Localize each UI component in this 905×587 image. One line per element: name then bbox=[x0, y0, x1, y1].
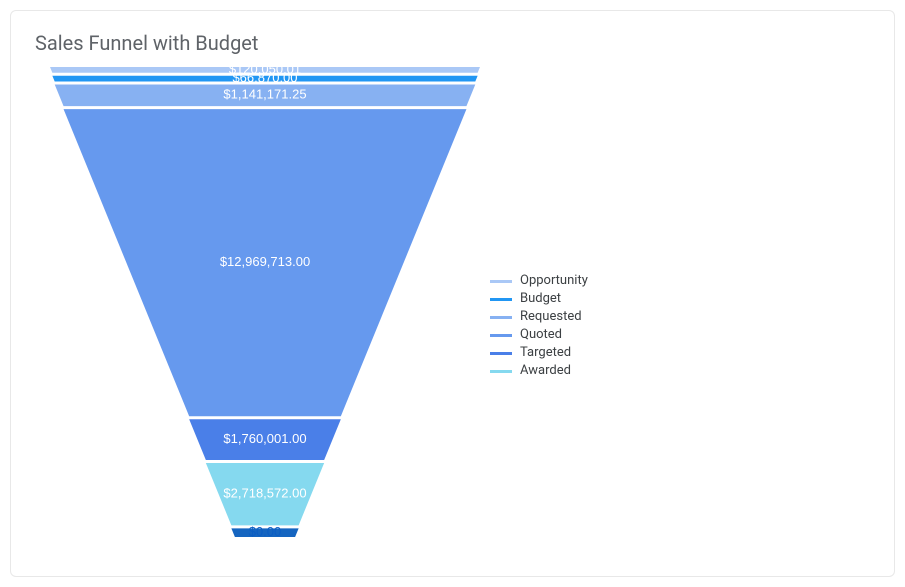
chart-area: $120,050.01$66,870.00$1,141,171.25$12,96… bbox=[35, 67, 870, 557]
legend-item-budget[interactable]: Budget bbox=[490, 290, 588, 308]
legend-label: Targeted bbox=[520, 344, 571, 362]
funnel-label-quoted: $12,969,713.00 bbox=[220, 254, 310, 269]
legend-swatch bbox=[490, 352, 512, 355]
funnel-label-awarded: $2,718,572.00 bbox=[223, 486, 306, 501]
legend-swatch bbox=[490, 316, 512, 319]
legend-label: Awarded bbox=[520, 362, 571, 380]
chart-card: Sales Funnel with Budget $120,050.01$66,… bbox=[10, 10, 895, 577]
legend-item-requested[interactable]: Requested bbox=[490, 308, 588, 326]
legend-label: Requested bbox=[520, 308, 582, 326]
funnel-label-targeted: $1,760,001.00 bbox=[223, 431, 306, 446]
legend-swatch bbox=[490, 334, 512, 337]
legend-swatch bbox=[490, 370, 512, 373]
funnel-label-budget: $66,870.00 bbox=[232, 70, 297, 85]
funnel-chart: $120,050.01$66,870.00$1,141,171.25$12,96… bbox=[50, 67, 480, 537]
legend: OpportunityBudgetRequestedQuotedTargeted… bbox=[490, 272, 588, 380]
legend-label: Quoted bbox=[520, 326, 562, 344]
funnel-label-zero: $0.00 bbox=[249, 524, 282, 537]
legend-label: Budget bbox=[520, 290, 561, 308]
legend-label: Opportunity bbox=[520, 272, 588, 290]
legend-item-opportunity[interactable]: Opportunity bbox=[490, 272, 588, 290]
legend-swatch bbox=[490, 298, 512, 301]
funnel-label-requested: $1,141,171.25 bbox=[223, 87, 306, 102]
legend-swatch bbox=[490, 280, 512, 283]
chart-title: Sales Funnel with Budget bbox=[35, 31, 870, 55]
legend-item-awarded[interactable]: Awarded bbox=[490, 362, 588, 380]
legend-item-targeted[interactable]: Targeted bbox=[490, 344, 588, 362]
legend-item-quoted[interactable]: Quoted bbox=[490, 326, 588, 344]
